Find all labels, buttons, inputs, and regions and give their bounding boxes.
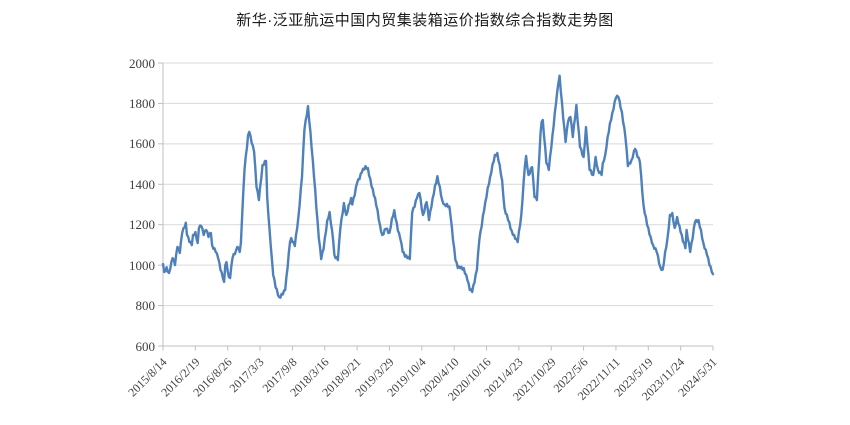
y-axis-label: 1000 [129,257,155,273]
y-axis-label: 2000 [129,55,155,71]
y-axis-label: 1600 [129,136,155,152]
y-axis-label: 1200 [129,217,155,233]
index-series-line [161,74,715,299]
y-axis-label: 600 [135,338,156,354]
chart-title: 新华·泛亚航运中国内贸集装箱运价指数综合指数走势图 [236,12,614,29]
y-axis-label: 1800 [129,95,155,111]
y-axis-label: 800 [135,298,156,314]
y-axis-label: 1400 [129,176,155,192]
